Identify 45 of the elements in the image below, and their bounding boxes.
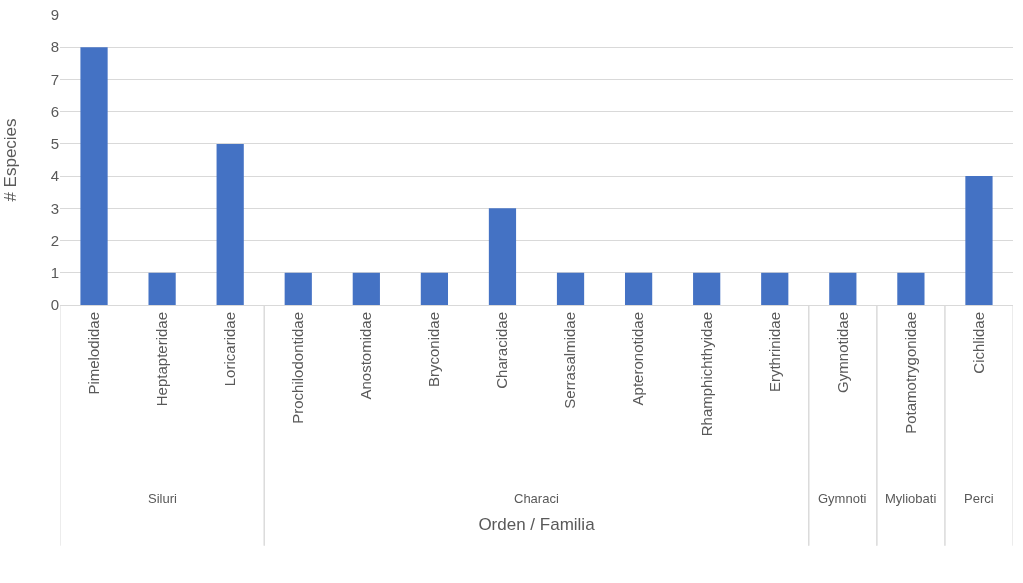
text: Myliobati [885, 491, 937, 506]
bar [80, 47, 108, 305]
x-tick-label: Anostomidae [357, 312, 375, 400]
y-axis-title: # Especies [1, 118, 20, 202]
x-tick-label: Cichlidae [969, 312, 987, 374]
x-tick-label: Pimelodidae [84, 312, 102, 395]
x-tick-label: Characidae [493, 312, 511, 389]
text: Siluri [148, 491, 178, 506]
bar [420, 272, 449, 305]
bar [488, 208, 517, 305]
y-tick-label: 5 [50, 135, 59, 153]
bar [624, 272, 653, 305]
y-tick-label: 8 [50, 38, 59, 56]
text: Characi [514, 491, 559, 506]
bar [965, 176, 993, 305]
x-tick-label: Bryconidae [425, 312, 443, 388]
y-tick-label: 7 [50, 70, 59, 88]
text: Perci [964, 491, 994, 506]
x-tick-label: Erythrinidae [765, 312, 783, 393]
y-tick-label: 9 [50, 6, 59, 24]
y-tick-label: 0 [50, 296, 59, 314]
y-tick-label: 3 [50, 199, 59, 217]
y-tick-label: 1 [50, 264, 59, 282]
bar [216, 143, 244, 305]
y-tick-label: 4 [50, 167, 59, 185]
bar [556, 272, 585, 305]
x-tick-label: Apteronotidae [629, 312, 647, 406]
x-tick-label: Potamotrygonidae [901, 312, 919, 434]
bar [693, 272, 721, 305]
bar [897, 272, 925, 305]
bar [148, 272, 176, 305]
x-tick-label: Serrasalmidae [561, 312, 579, 409]
x-tick-label: Gymnotidae [833, 312, 851, 393]
x-axis-title: Orden / Familia [478, 514, 596, 534]
bar [284, 272, 312, 305]
text: Gymnoti [818, 491, 867, 506]
bar [352, 272, 380, 305]
y-tick-label: 2 [50, 231, 59, 249]
y-tick-label: 6 [50, 102, 59, 120]
bar [761, 272, 789, 305]
x-tick-label: Loricaridae [221, 312, 239, 387]
x-tick-label: Prochilodontidae [289, 312, 307, 424]
bar [829, 272, 857, 305]
x-tick-label: Heptapteridae [152, 312, 170, 407]
x-tick-label: Rhamphichthyidae [697, 312, 715, 437]
